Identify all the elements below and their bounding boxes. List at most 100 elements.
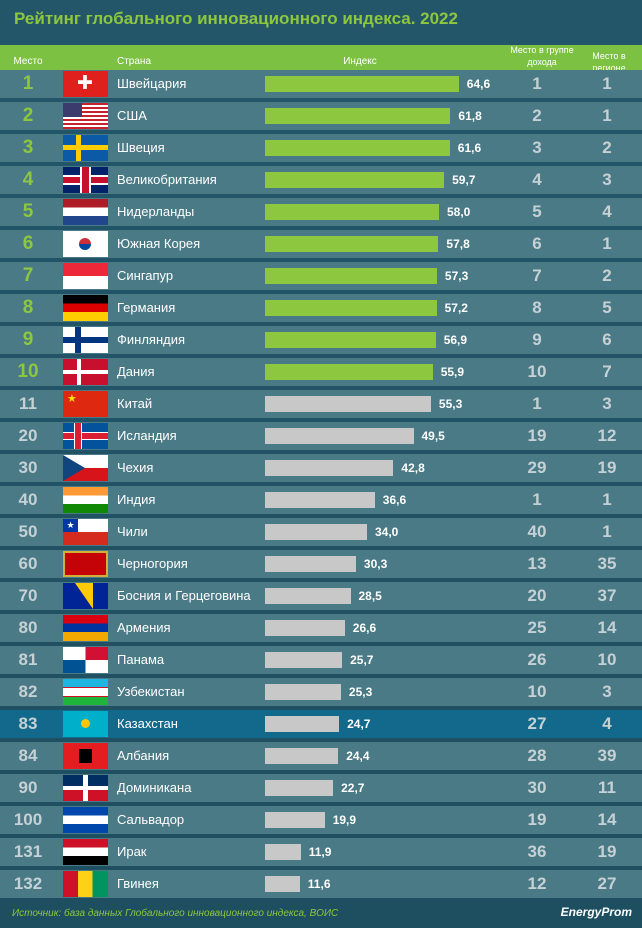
region-rank: 2 <box>602 138 612 157</box>
table-row: 9 Финляндия 56,9 9 6 <box>0 326 642 354</box>
country-name: Финляндия <box>117 332 186 347</box>
region-rank: 3 <box>602 682 612 701</box>
country-name: Швеция <box>117 140 165 155</box>
income-group-rank: 8 <box>532 298 542 317</box>
table-row: 90 Доминикана 22,7 30 11 <box>0 774 642 802</box>
table-row: 80 Армения 26,6 25 14 <box>0 614 642 642</box>
country-name: Босния и Герцеговина <box>117 588 251 603</box>
index-value: 30,3 <box>363 557 388 571</box>
index-value: 36,6 <box>382 493 407 507</box>
index-bar <box>265 524 367 540</box>
table-row: 5 Нидерланды 58,0 5 4 <box>0 198 642 226</box>
income-group-rank: 7 <box>532 266 542 285</box>
rank: 132 <box>13 874 43 893</box>
rank: 3 <box>22 137 34 158</box>
table-row: 82 Узбекистан 25,3 10 3 <box>0 678 642 706</box>
index-value: 42,8 <box>401 461 425 475</box>
region-rank: 6 <box>602 330 612 349</box>
index-bar <box>265 268 437 284</box>
rank: 50 <box>18 522 38 541</box>
index-bar <box>265 620 345 636</box>
index-value: 19,9 <box>332 813 357 827</box>
region-rank: 1 <box>602 234 612 253</box>
region-rank: 27 <box>597 874 617 893</box>
region-rank: 19 <box>597 458 617 477</box>
index-bar <box>265 76 459 92</box>
index-bar <box>265 556 356 572</box>
income-group-rank: 19 <box>527 426 547 445</box>
income-group-rank: 19 <box>527 810 547 829</box>
table-row: 132 Гвинея 11,6 12 27 <box>0 870 642 898</box>
index-value: 59,7 <box>452 173 476 187</box>
flag-me-icon <box>63 551 108 577</box>
energyprom-logo: EnergyProm <box>560 905 632 919</box>
index-bar <box>265 812 325 828</box>
rank: 8 <box>22 297 34 318</box>
country-name: Исландия <box>117 428 177 443</box>
table-row: 60 Черногория 30,3 13 35 <box>0 550 642 578</box>
index-bar <box>265 396 431 412</box>
country-name: Албания <box>117 748 170 763</box>
flag-sg-icon <box>63 263 108 289</box>
rank: 82 <box>18 682 38 701</box>
income-group-rank: 9 <box>532 330 542 349</box>
rank: 9 <box>22 329 34 350</box>
rank: 90 <box>18 778 38 797</box>
flag-fi-icon <box>63 327 108 353</box>
country-name: Чехия <box>117 460 154 475</box>
source-note: Источник: база данных Глобального иннова… <box>12 908 339 919</box>
country-name: Панама <box>117 652 165 667</box>
index-value: 11,6 <box>307 877 331 891</box>
income-group-rank: 29 <box>527 458 547 477</box>
index-value: 26,6 <box>352 621 377 635</box>
region-rank: 14 <box>597 618 617 637</box>
table-row: 10 Дания 55,9 10 7 <box>0 358 642 386</box>
index-value: 61,8 <box>458 109 482 123</box>
income-group-rank: 10 <box>527 362 547 381</box>
index-value: 57,2 <box>444 301 468 315</box>
flag-ch-icon <box>63 71 108 97</box>
index-value: 58,0 <box>447 205 471 219</box>
country-name: Китай <box>117 396 153 411</box>
index-bar <box>265 140 450 156</box>
rank: 30 <box>18 458 38 477</box>
rank: 5 <box>22 201 34 222</box>
table-row: 4 Великобритания 59,7 4 3 <box>0 166 642 194</box>
index-bar <box>265 588 351 604</box>
income-group-rank: 2 <box>532 106 542 125</box>
flag-dk-icon <box>63 359 108 385</box>
index-bar <box>265 204 439 220</box>
income-group-rank: 1 <box>532 394 542 413</box>
table-row: 2 США 61,8 2 1 <box>0 102 642 130</box>
rank: 7 <box>22 265 34 286</box>
index-value: 28,5 <box>358 589 382 603</box>
rank: 10 <box>17 361 39 382</box>
income-group-rank: 27 <box>527 714 547 733</box>
index-bar <box>265 684 341 700</box>
index-value: 24,4 <box>346 749 370 763</box>
index-value: 49,5 <box>421 429 445 443</box>
country-name: Черногория <box>117 556 188 571</box>
region-rank: 2 <box>602 266 612 285</box>
index-bar <box>265 172 445 188</box>
flag-se-icon <box>63 135 108 161</box>
table-row: 6 Южная Корея 57,8 6 1 <box>0 230 642 258</box>
table-row: 8 Германия 57,2 8 5 <box>0 294 642 322</box>
index-value: 25,3 <box>348 685 373 699</box>
flag-cn-icon <box>63 391 108 417</box>
flag-am-icon <box>63 615 108 641</box>
index-value: 24,7 <box>347 717 371 731</box>
country-name: Гвинея <box>117 876 159 891</box>
country-name: Армения <box>117 620 171 635</box>
country-name: Казахстан <box>117 716 178 731</box>
index-bar <box>265 716 340 732</box>
rank: 4 <box>22 169 34 190</box>
country-name: Узбекистан <box>117 684 185 699</box>
region-rank: 5 <box>602 298 612 317</box>
table-row: 81 Панама 25,7 26 10 <box>0 646 642 674</box>
table-row: 1 Швейцария 64,6 1 1 <box>0 70 642 98</box>
table-row: 7 Сингапур 57,3 7 2 <box>0 262 642 290</box>
table-row: 11 Китай 55,3 1 3 <box>0 390 642 418</box>
region-rank: 4 <box>602 714 612 733</box>
country-name: Германия <box>117 300 176 315</box>
